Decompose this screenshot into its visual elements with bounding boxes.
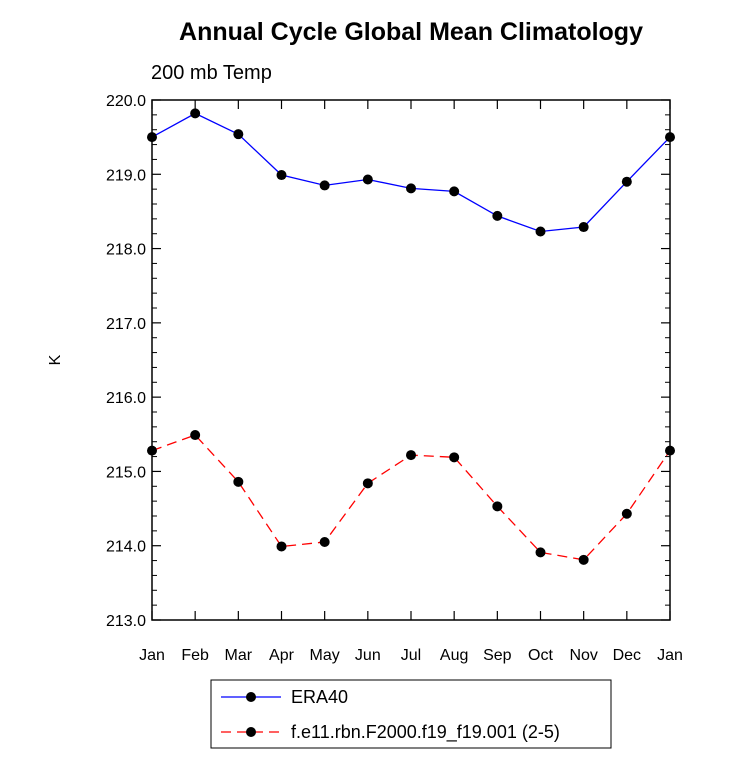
x-tick-label: Feb — [181, 647, 209, 664]
legend-marker-era40 — [246, 692, 256, 702]
series-1-point — [621, 508, 632, 519]
series-0-point — [233, 129, 244, 140]
series-line-0 — [151, 112, 671, 233]
series-1-point — [449, 452, 460, 463]
series-1-point — [578, 554, 589, 565]
series-layer — [147, 108, 675, 565]
series-1-point — [319, 537, 330, 547]
x-tick-label: Apr — [269, 647, 295, 664]
chart-title: Annual Cycle Global Mean Climatology — [179, 18, 643, 46]
legend: ERA40 f.e11.rbn.F2000.f19_f19.001 (2-5) — [210, 679, 612, 749]
y-tick-label: 213.0 — [106, 613, 146, 630]
series-1-point — [233, 476, 244, 487]
x-tick-label: Nov — [569, 647, 597, 664]
chart-subtitle: 200 mb Temp — [151, 62, 272, 84]
series-0-point — [319, 180, 330, 191]
y-tick-label: 215.0 — [106, 464, 146, 481]
x-tick-label: Aug — [440, 647, 468, 664]
legend-box — [210, 679, 612, 749]
series-1-point — [492, 501, 503, 512]
y-tick-label: 219.0 — [106, 167, 146, 184]
x-tick-label: Mar — [225, 647, 253, 664]
x-tick-label: Jan — [657, 647, 683, 664]
series-0-point — [276, 170, 287, 181]
series-0-point — [492, 210, 503, 221]
y-tick-label: 216.0 — [106, 390, 146, 407]
x-tick-label: Jan — [139, 647, 165, 664]
y-axis-label: K — [47, 354, 64, 365]
x-tick-label: Jun — [355, 647, 381, 664]
x-tick-label: May — [310, 647, 340, 664]
y-tick-label: 214.0 — [106, 539, 146, 556]
tick-labels: 213.0 214.0 215.0 216.0 217.0 218.0 219.0 220.0… — [106, 93, 683, 664]
series-0-point — [190, 108, 201, 119]
series-0-point — [535, 226, 546, 237]
series-0-point — [578, 222, 589, 233]
series-0-point — [621, 176, 632, 187]
legend-marker-model — [246, 727, 256, 737]
x-tick-label: Jul — [401, 647, 421, 664]
x-tick-label: Oct — [528, 647, 553, 664]
series-0-point — [406, 183, 416, 194]
x-tick-label: Dec — [613, 647, 641, 664]
series-1-point — [276, 541, 287, 552]
x-tick-label: Sep — [483, 647, 512, 664]
legend-label-era40: ERA40 — [291, 687, 348, 707]
series-1-point — [535, 547, 546, 558]
series-1-point — [190, 430, 201, 441]
y-tick-label: 220.0 — [106, 93, 146, 110]
legend-label-model: f.e11.rbn.F2000.f19_f19.001 (2-5) — [291, 722, 560, 743]
series-0-point — [449, 186, 460, 197]
series-0-point — [362, 174, 373, 185]
y-tick-label: 217.0 — [106, 316, 146, 333]
series-1-point — [362, 478, 373, 489]
axis-ticks — [151, 99, 671, 621]
plot-frame — [151, 99, 671, 621]
y-tick-label: 218.0 — [106, 242, 146, 259]
series-1-point — [406, 450, 416, 461]
